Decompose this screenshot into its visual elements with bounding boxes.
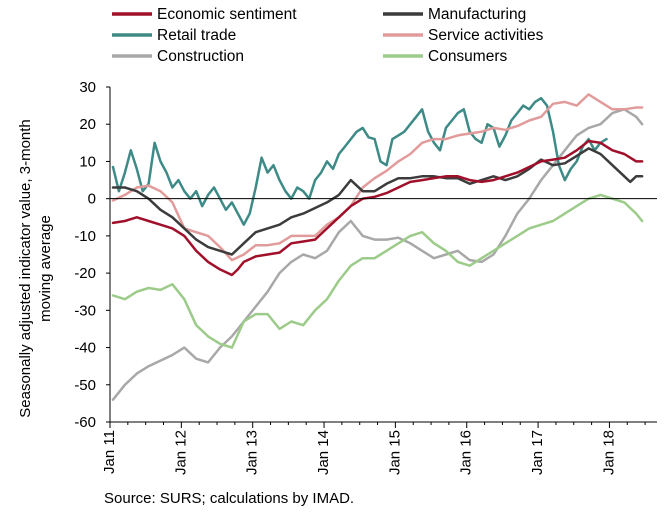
x-tick-label: Jan 17	[529, 430, 546, 475]
legend-label: Economic sentiment	[157, 6, 297, 23]
plot-area	[111, 93, 644, 401]
legend-label: Consumers	[428, 48, 507, 65]
y-axis-label-line2: moving average	[37, 215, 54, 322]
legend-label: Service activities	[428, 27, 544, 44]
x-tick-label: Jan 12	[172, 430, 189, 475]
x-tick-label: Jan 16	[458, 430, 475, 475]
y-tick-label: 30	[79, 79, 96, 96]
y-axis-label-line1: Seasonally adjusted indicator value, 3-m…	[17, 119, 34, 418]
x-axis-ticks: Jan 11 Jan 12 Jan 13 Jan 14 Jan 15 Jan 16 Jan …	[101, 422, 646, 475]
y-axis-ticks: 30 20 10 0 -10 -20 -30 -40 -50 -60	[74, 79, 110, 431]
legend: Economic sentiment Manufacturing Retail tr…	[112, 6, 544, 65]
series-line-manufacturing	[111, 147, 644, 256]
y-tick-label: -40	[74, 340, 96, 357]
x-tick-label: Jan 14	[315, 430, 332, 475]
series-line-economic-sentiment	[111, 139, 644, 277]
y-tick-label: 0	[88, 191, 96, 208]
y-tick-label: 10	[79, 153, 96, 170]
y-axis-label: Seasonally adjusted indicator value, 3-m…	[17, 119, 54, 418]
x-tick-label: Jan 11	[101, 430, 118, 474]
x-tick-label: Jan 15	[386, 430, 403, 475]
series-line-retail-trade	[111, 96, 608, 226]
y-tick-label: -10	[74, 228, 96, 245]
series-line-consumers	[111, 193, 644, 349]
source-note: Source: SURS; calculations by IMAD.	[104, 490, 355, 507]
y-tick-label: -20	[74, 265, 96, 282]
x-tick-label: Jan 18	[600, 430, 617, 475]
legend-label: Retail trade	[157, 27, 236, 44]
y-tick-label: -50	[74, 377, 96, 394]
y-tick-label: -30	[74, 302, 96, 319]
y-tick-label: 20	[79, 116, 96, 133]
axes	[109, 87, 657, 423]
y-tick-label: -60	[74, 414, 96, 431]
legend-label: Manufacturing	[428, 6, 526, 23]
x-tick-label: Jan 13	[244, 430, 261, 475]
series-line-service-activities	[111, 93, 644, 262]
legend-label: Construction	[157, 48, 244, 65]
